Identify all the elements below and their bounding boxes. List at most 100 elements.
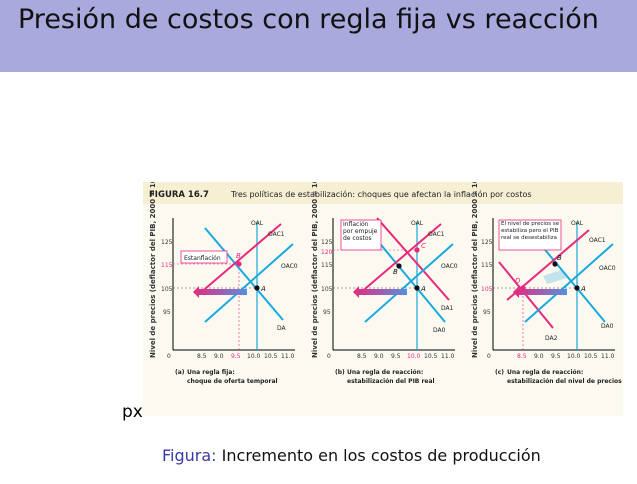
caption-text: Incremento en los costos de producción	[221, 446, 541, 465]
panel-b-xtick: 10.0	[407, 353, 421, 360]
caption-label: Figura:	[162, 446, 217, 465]
panel-b-label-oac1: OAC1	[428, 231, 445, 238]
panel-a-xtick: 9.5	[231, 353, 241, 360]
panel-b-label-oac0: OAC0	[441, 263, 458, 270]
panel-b-caption-line1: Una regla de reacción:	[347, 369, 423, 376]
panel-b-label-a: A	[420, 285, 426, 293]
panel-b-label-b: B	[393, 268, 398, 276]
panel-c-caption-letter: (c)	[495, 369, 504, 376]
panel-c-label-oac0: OAC0	[599, 265, 616, 272]
panel-a-ytick-125: 125	[161, 239, 173, 246]
slide-title: Presión de costos con regla fija vs reac…	[18, 4, 599, 35]
panel-b-callout-box	[340, 219, 382, 251]
panel-a-ytick-105: 105	[161, 286, 173, 293]
panel-b-arrow	[353, 286, 407, 298]
panel-b-label-da0: DA0	[433, 327, 446, 334]
panel-c-xtick: 10.5	[584, 353, 598, 360]
panel-c-label-da0: DA0	[601, 323, 614, 330]
panel-c-ytick: 125	[481, 239, 493, 246]
panel-c-ytick: 115	[481, 262, 493, 269]
panel-b-label-oal: OAL	[411, 220, 424, 227]
panel-a-label-b: B	[236, 252, 241, 260]
panel-b-ytick: 115	[321, 262, 333, 269]
panel-b-caption-letter: (b)	[335, 369, 345, 376]
panel-c-y-label: Nivel de precios (deflactor del PIB, 200…	[471, 182, 479, 358]
stray-px-text: px	[122, 402, 143, 422]
panel-b-callout: Inflación por empuje de costos	[343, 221, 378, 242]
panel-c-xtick: 9.5	[551, 353, 561, 360]
panel-b-ytick: 120	[321, 249, 333, 256]
panel-a-x-zero: 0	[167, 353, 171, 360]
panel-a-callout-box	[180, 250, 228, 264]
panel-c-point-b	[552, 261, 558, 267]
panel-c-label-oal: OAL	[571, 220, 584, 227]
panel-a-xtick: 9.0	[214, 353, 224, 360]
panel-c-arrow	[513, 286, 567, 298]
panel-b-x-zero: 0	[327, 353, 331, 360]
panel-a-oac1-line	[198, 223, 282, 295]
panel-b-ytick: 105	[321, 286, 333, 293]
panel-b-label-da1: DA1	[441, 305, 454, 312]
figure-caption: Figura: Incremento en los costos de prod…	[162, 446, 541, 465]
slide-title-bar: Presión de costos con regla fija vs reac…	[0, 0, 637, 72]
panel-c: Nivel de precios (deflactor del PIB, 200…	[471, 182, 622, 385]
panel-a-arrow	[193, 286, 247, 298]
panel-b-oac0-line	[364, 243, 454, 323]
panel-b-xtick: 9.0	[374, 353, 384, 360]
panel-b-y-label: Nivel de precios (deflactor del PIB, 200…	[311, 182, 319, 358]
panel-a-xtick: 10.5	[264, 353, 278, 360]
panel-a-ytick-115: 115	[161, 262, 173, 269]
panel-a-caption-line2: choque de oferta temporal	[187, 378, 278, 385]
panel-b-xtick: 11.0	[441, 353, 455, 360]
panel-c-label-da2: DA2	[545, 335, 558, 342]
panel-a-callout: Estanflación	[184, 255, 221, 262]
panel-c-xtick: 10.0	[567, 353, 581, 360]
panel-c-xtick: 8.5	[517, 353, 527, 360]
panel-b-xtick: 8.5	[357, 353, 367, 360]
panel-c-label-b: B	[557, 254, 562, 262]
panel-c-xtick: 11.0	[601, 353, 615, 360]
panel-a-label-a: A	[260, 285, 266, 293]
panel-c-callout-box	[498, 219, 562, 251]
panel-c-label-a: A	[580, 285, 586, 293]
panel-c-point-a	[574, 285, 580, 291]
panel-c-ytick: 95	[483, 309, 491, 316]
panel-a-label-oac1: OAC1	[268, 231, 285, 238]
panel-c-xtick: 9.0	[534, 353, 544, 360]
figure-heading: Tres políticas de estabilización: choque…	[230, 189, 532, 199]
panel-a-xtick: 11.0	[281, 353, 295, 360]
panel-a-y-label: Nivel de precios (deflactor del PIB, 200…	[149, 182, 157, 358]
panel-a-caption-letter: (a)	[175, 369, 185, 376]
panel-c-point-d	[520, 285, 526, 291]
figure-image: FIGURA 16.7 Tres políticas de estabiliza…	[143, 182, 623, 416]
panel-c-x-zero: 0	[487, 353, 491, 360]
panel-c-caption-line1: Una regla de reacción:	[507, 369, 583, 376]
panel-c-callout-wrap: El nivel de precios se estabiliza pero e…	[501, 221, 559, 241]
panel-a-caption-line1: Una regla fija:	[187, 369, 235, 376]
panel-c-label-d: D	[515, 277, 521, 285]
panel-a-xtick: 10.0	[247, 353, 261, 360]
figure-header-bar	[143, 182, 623, 204]
panel-a-label-oac0: OAC0	[281, 263, 298, 270]
panel-b-point-a	[414, 285, 420, 291]
panel-b-xtick: 10.5	[424, 353, 438, 360]
panel-b-label-c: C	[421, 242, 426, 250]
panel-a: Nivel de precios (deflactor del PIB, 200…	[149, 182, 298, 385]
panel-b-ytick: 95	[323, 309, 331, 316]
panel-b-xtick: 9.5	[391, 353, 401, 360]
panel-c-shade	[543, 270, 567, 284]
panel-c-caption-line2: estabilización del nivel de precios	[507, 378, 622, 385]
panel-b: Nivel de precios (deflactor del PIB, 200…	[311, 182, 458, 385]
panel-b-point-b	[396, 263, 402, 269]
panel-a-da-line	[204, 227, 284, 321]
panel-a-point-b	[236, 261, 242, 267]
panel-b-oac1-line	[358, 223, 442, 295]
panel-b-callout-wrap: Inflación por empuje de costos	[343, 221, 378, 242]
panel-b-point-c	[414, 247, 420, 253]
panel-a-label-oal: OAL	[251, 220, 264, 227]
panel-c-ytick: 105	[481, 286, 493, 293]
panel-a-xtick: 8.5	[197, 353, 207, 360]
panel-a-point-a	[254, 285, 260, 291]
panel-a-oac0-line	[204, 243, 294, 323]
panel-a-label-da: DA	[277, 325, 287, 332]
